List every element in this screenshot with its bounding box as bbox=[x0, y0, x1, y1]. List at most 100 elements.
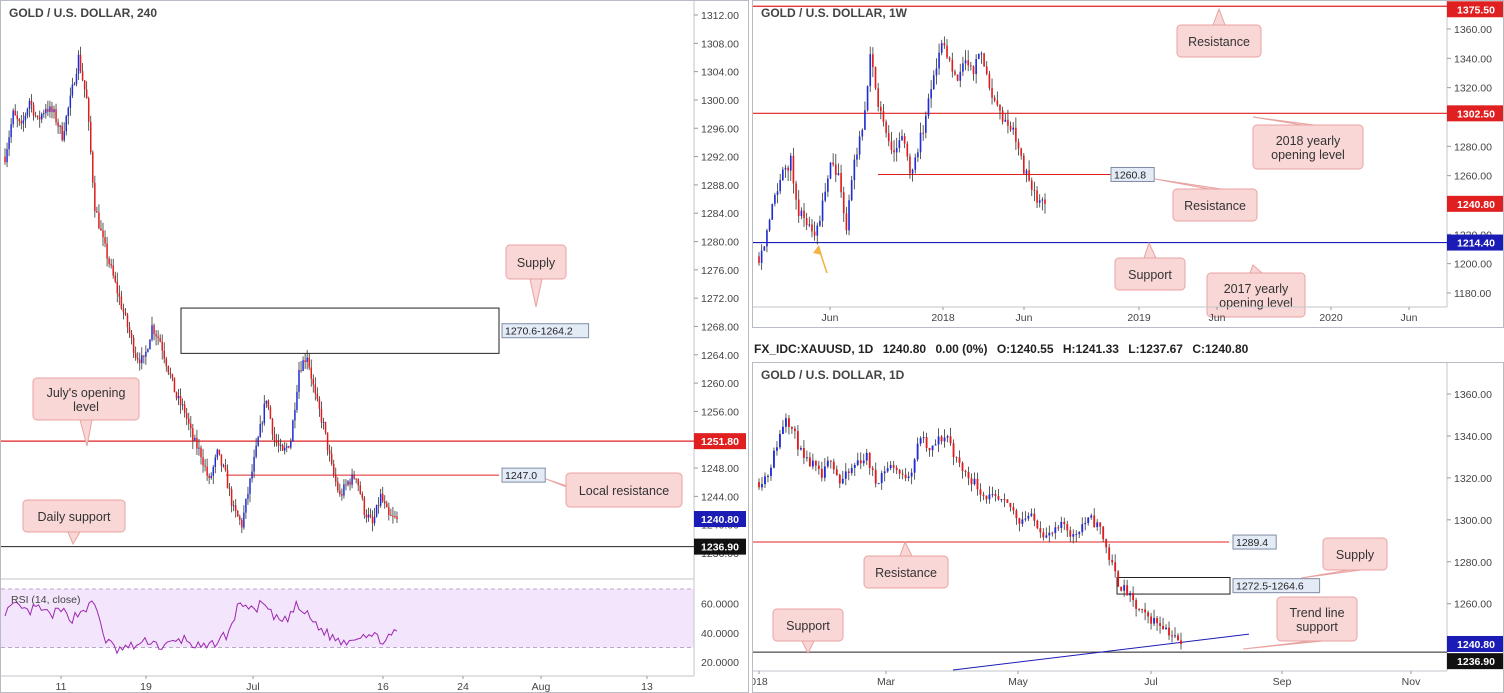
candle-1w-candle bbox=[811, 224, 813, 232]
candle-1d-candle bbox=[838, 474, 841, 484]
candle-4h-candle bbox=[347, 481, 349, 485]
current-price-tag: 1240.80 bbox=[701, 514, 739, 526]
candle-4h-candle bbox=[28, 100, 31, 109]
candle-4h-candle bbox=[155, 334, 157, 337]
candle-1d-candle bbox=[973, 478, 976, 485]
candle-1w-candle bbox=[813, 231, 816, 236]
candle-1d-candle bbox=[1003, 499, 1006, 501]
chart-1d-svg[interactable]: 1360.00 1340.00 1320.00 1300.00 1280.00 1260.… bbox=[753, 363, 1504, 693]
candle-1w-candle bbox=[977, 53, 980, 60]
yearly-2018-price-tag-bg bbox=[1447, 105, 1503, 122]
candle-1d-candle bbox=[862, 460, 865, 464]
rsi-band bbox=[1, 589, 694, 648]
candle-4h-candle bbox=[69, 95, 72, 108]
candle-1w-candle bbox=[879, 106, 882, 112]
candle-1d-candle bbox=[1069, 530, 1072, 537]
candle-4h-candle bbox=[234, 505, 237, 511]
candle-1d-candle bbox=[1135, 600, 1138, 609]
candle-4h-candle bbox=[153, 325, 155, 335]
candle-1w-candle bbox=[1017, 141, 1020, 149]
candle-1w-candle bbox=[827, 178, 829, 192]
candle-1d-candle bbox=[1117, 571, 1120, 587]
candle-1d-candle bbox=[931, 445, 934, 451]
candle-4h-candle bbox=[288, 446, 290, 448]
candle-1d-candle bbox=[1150, 616, 1152, 624]
x4h-tick-label: 13 bbox=[641, 681, 653, 693]
candle-4h-candle bbox=[14, 110, 16, 116]
candle-1d-candle bbox=[982, 494, 985, 496]
current-price-tag-bg bbox=[694, 511, 746, 528]
yearly-2017-callout-box bbox=[1206, 272, 1306, 318]
candle-1w-candle bbox=[1044, 199, 1046, 204]
candle-4h-candle bbox=[314, 384, 317, 394]
chart-1w-svg[interactable]: 1360.001340.001320.001300.001280.001260.… bbox=[753, 1, 1504, 328]
candle-4h-candle bbox=[83, 80, 86, 90]
panel-1w-chart[interactable]: 1360.001340.001320.001300.001280.001260.… bbox=[752, 0, 1504, 328]
candle-1w-candle bbox=[903, 136, 906, 144]
candle-4h-candle bbox=[267, 400, 270, 408]
candle-4h-candle bbox=[57, 122, 59, 127]
candle-4h-candle bbox=[310, 367, 312, 379]
yearly-2017-callout-text: 2017 yearly bbox=[1224, 282, 1289, 296]
daily-resistance-callout-box bbox=[863, 555, 949, 589]
candle-1d-candle bbox=[1030, 513, 1033, 516]
candle-4h-candle bbox=[149, 339, 151, 350]
candle-4h-candle bbox=[359, 485, 361, 494]
candle-1w-candle bbox=[948, 57, 951, 60]
candle-1w-candle bbox=[898, 140, 901, 148]
candle-4h-candle bbox=[290, 441, 292, 448]
top-resistance-callout: Resistance bbox=[1176, 7, 1262, 58]
candle-1w-candle bbox=[816, 225, 819, 236]
candle-4h-candle bbox=[247, 493, 249, 499]
candle-4h-candle bbox=[175, 392, 178, 399]
y1d-tick-label: 1260.00 bbox=[1454, 599, 1492, 611]
candle-4h-candle bbox=[73, 84, 76, 86]
july-open-callout-pointer bbox=[79, 419, 93, 447]
candle-1d-candle bbox=[976, 478, 979, 490]
candle-4h-candle bbox=[26, 108, 29, 116]
candle-1d-candle bbox=[901, 473, 904, 475]
daily-support-price-tag: 1236.90 bbox=[701, 542, 739, 554]
candle-1d-candle bbox=[770, 467, 772, 476]
candle-4h-candle bbox=[134, 353, 137, 359]
candle-1d-candle bbox=[1093, 515, 1096, 528]
candle-1d-candle bbox=[964, 470, 967, 473]
panel-1d-chart[interactable]: 1360.00 1340.00 1320.00 1300.00 1280.00 1260.… bbox=[752, 362, 1504, 693]
x1d-tick-label: Nov bbox=[1402, 676, 1421, 688]
y4h-tick-label: 1300.00 bbox=[701, 95, 739, 107]
candle-1w-candle bbox=[927, 98, 930, 116]
candle-1d-candle bbox=[1033, 513, 1036, 521]
candle-1w-candle bbox=[837, 173, 840, 176]
candle-4h-candle bbox=[286, 446, 288, 448]
candle-4h-candle bbox=[261, 423, 263, 425]
candle-4h-candle bbox=[265, 400, 268, 404]
yearly-2018-callout-text: 2018 yearly bbox=[1276, 134, 1341, 148]
candle-4h-candle bbox=[230, 489, 233, 506]
candle-1w-candle bbox=[906, 143, 909, 157]
chart-4h-title: GOLD / U.S. DOLLAR, 240 bbox=[9, 6, 158, 20]
candle-1d-candle bbox=[904, 474, 907, 479]
candle-4h-candle bbox=[24, 115, 27, 121]
chart-4h-svg[interactable]: 1312.00 1308.00 1304.00 1300.00 1296.00 1292.… bbox=[1, 1, 749, 693]
candle-4h-candle bbox=[194, 437, 196, 441]
candle-1w-candle bbox=[782, 169, 784, 181]
candle-4h-candle bbox=[390, 514, 392, 516]
panel-4h-chart[interactable]: 1312.00 1308.00 1304.00 1300.00 1296.00 1292.… bbox=[0, 0, 749, 693]
candle-4h-candle bbox=[298, 370, 300, 392]
chart-1w-title: GOLD / U.S. DOLLAR, 1W bbox=[761, 6, 907, 20]
local-resistance-callout-box bbox=[565, 472, 683, 508]
candle-1d-candle bbox=[758, 482, 760, 488]
x1w-tick-label: Jun bbox=[1209, 312, 1226, 324]
candle-1d-candle bbox=[767, 475, 769, 477]
candle-1d-candle bbox=[1078, 532, 1081, 535]
candle-4h-candle bbox=[377, 504, 380, 506]
candle-1d-candle bbox=[856, 460, 859, 465]
x1w-tick-label: Jun bbox=[1401, 312, 1418, 324]
candle-4h-candle bbox=[392, 515, 394, 517]
candle-4h-candle bbox=[102, 230, 104, 238]
candle-1w-candle bbox=[962, 63, 964, 72]
candle-4h-candle bbox=[361, 493, 364, 498]
x4h-tick-label: Aug bbox=[532, 681, 551, 693]
trend-line-callout-pointer bbox=[1242, 640, 1324, 650]
